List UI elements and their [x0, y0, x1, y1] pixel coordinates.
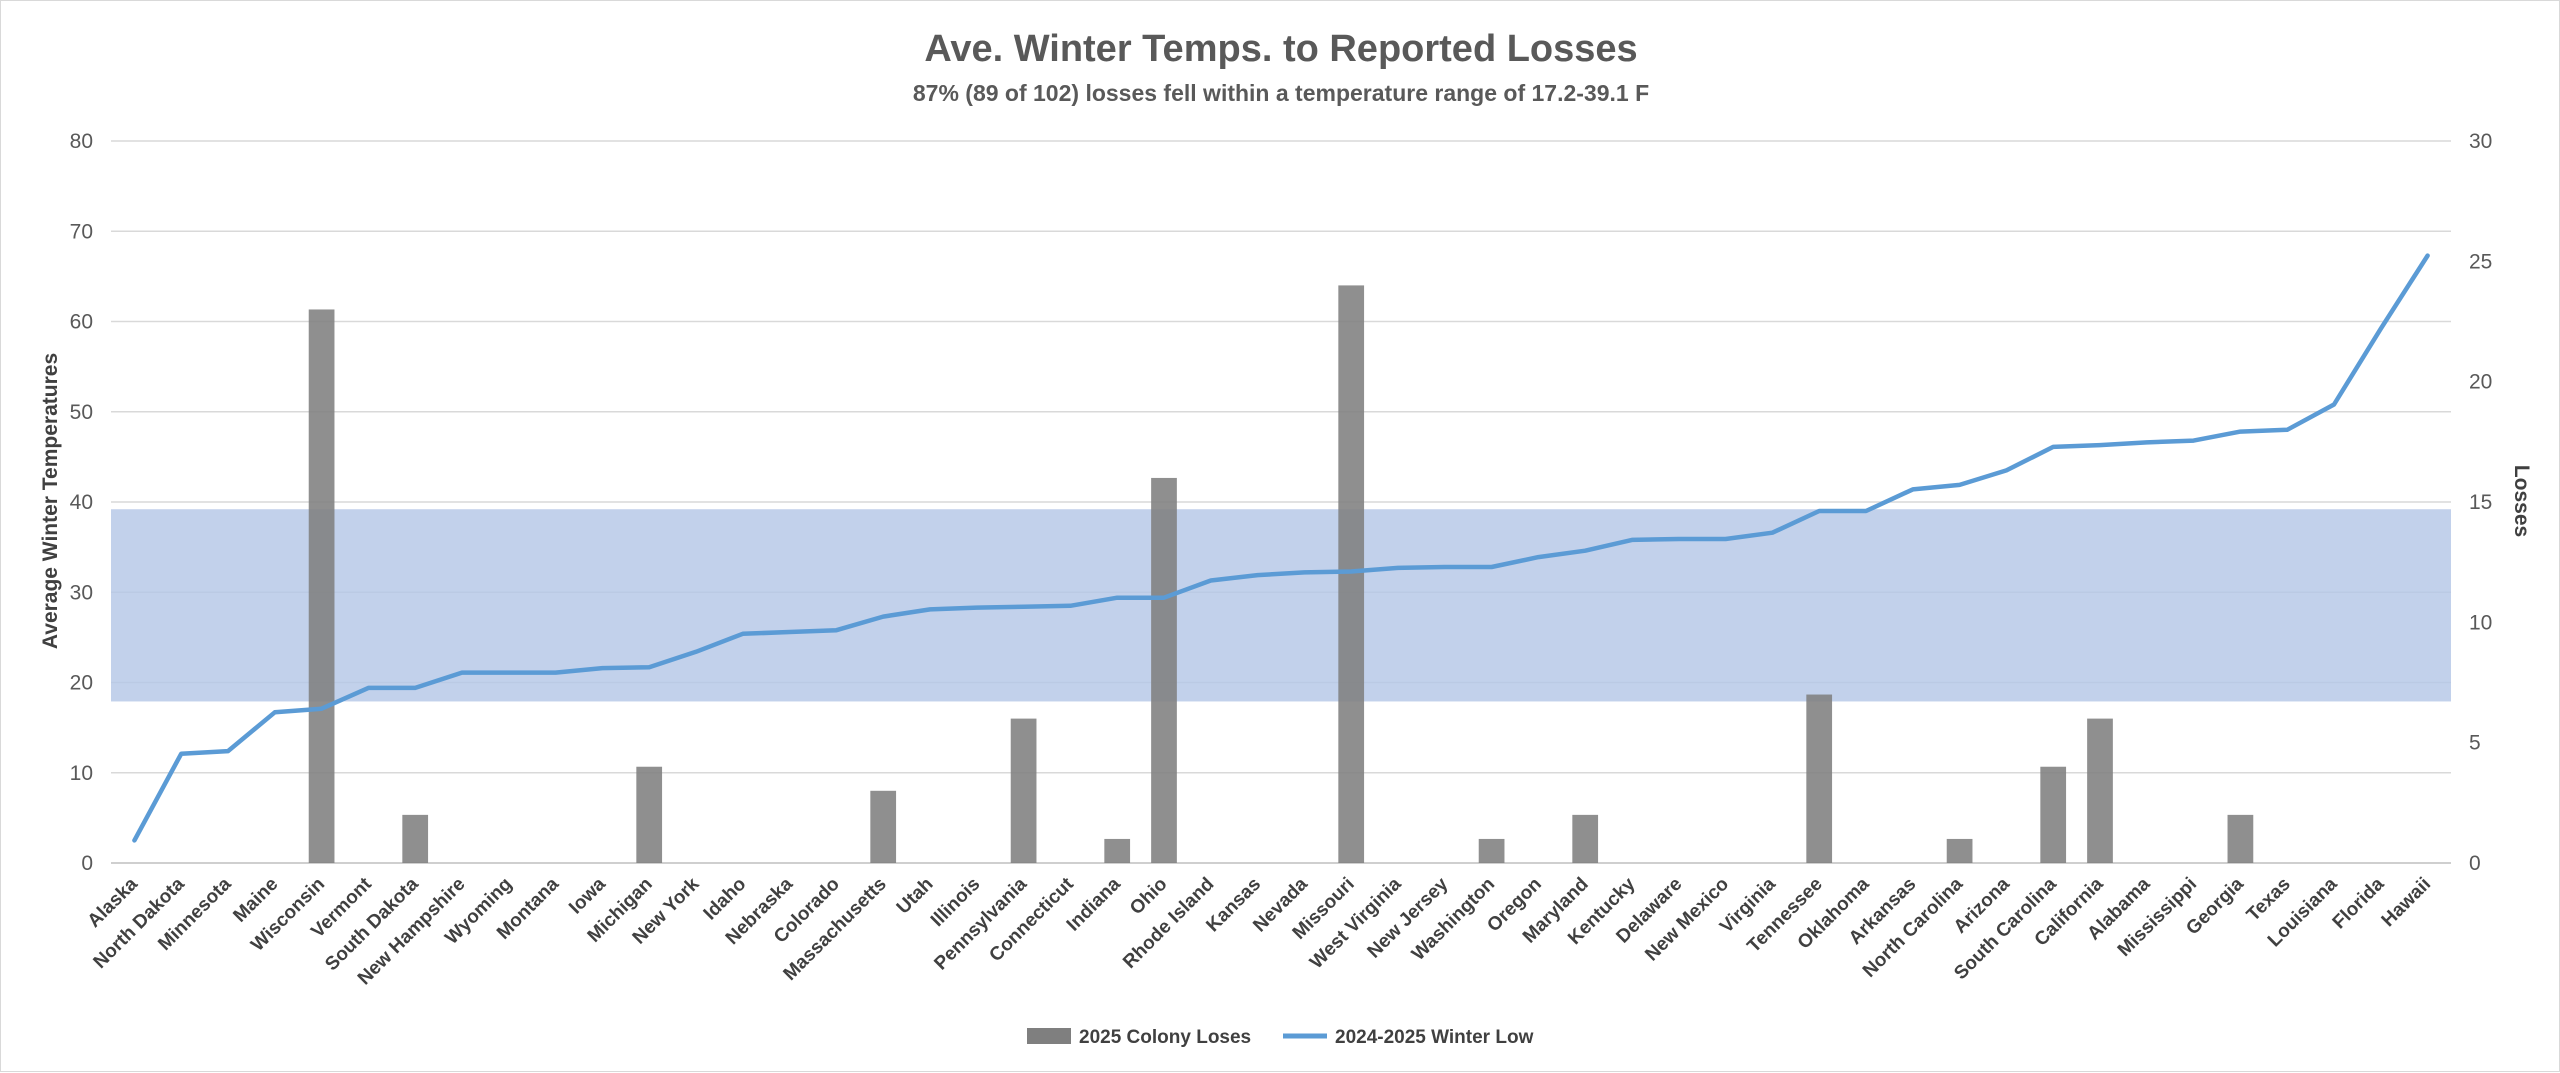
x-category-label: Indiana — [1063, 873, 1125, 935]
y2-tick-label: 20 — [2469, 371, 2492, 394]
y-tick-label: 0 — [81, 852, 93, 875]
y2-axis-title: Losses — [2510, 465, 2533, 537]
x-category-label: Florida — [2329, 873, 2389, 933]
y-tick-label: 40 — [70, 491, 93, 514]
loss-bar — [1478, 838, 1505, 863]
y2-tick-label: 0 — [2469, 852, 2481, 875]
temperature-band — [111, 509, 2451, 702]
y-tick-label: 50 — [70, 401, 93, 424]
chart-subtitle: 87% (89 of 102) losses fell within a tem… — [913, 80, 1649, 106]
y-tick-label: 70 — [70, 220, 93, 243]
y-tick-label: 20 — [70, 672, 93, 695]
loss-bar — [2087, 718, 2113, 863]
legend-bar-swatch — [1027, 1028, 1071, 1044]
y2-tick-label: 25 — [2469, 250, 2492, 273]
x-category-label: Hawaii — [2378, 874, 2435, 931]
loss-bar — [1104, 838, 1131, 863]
y-tick-label: 80 — [70, 130, 93, 153]
y-tick-label: 60 — [70, 311, 93, 334]
loss-bar — [402, 814, 429, 863]
loss-bar — [1010, 718, 1037, 863]
temperature-range-band — [111, 509, 2451, 702]
chart-title: Ave. Winter Temps. to Reported Losses — [924, 28, 1637, 70]
loss-bar — [636, 766, 663, 863]
loss-bar — [1572, 814, 1599, 863]
y2-tick-label: 10 — [2469, 611, 2492, 634]
y2-tick-label: 5 — [2469, 732, 2481, 755]
y2-tick-label: 30 — [2469, 130, 2492, 153]
y-tick-label: 30 — [70, 581, 93, 604]
loss-bar — [2227, 814, 2254, 863]
loss-bar — [1946, 838, 1973, 863]
loss-bars — [308, 285, 2254, 863]
loss-bar — [1338, 285, 1365, 863]
loss-bar — [308, 309, 335, 863]
legend: 2025 Colony Loses 2024-2025 Winter Low — [1027, 1027, 1534, 1048]
loss-bar — [1806, 694, 1833, 863]
loss-bar — [2040, 766, 2067, 863]
y-axis-title: Average Winter Temperatures — [39, 353, 62, 649]
legend-bar-label: 2025 Colony Loses — [1079, 1027, 1251, 1048]
loss-bar — [870, 790, 897, 863]
winter-low-line — [132, 253, 2430, 843]
winter-low-line-path — [132, 253, 2430, 843]
y-tick-label: 10 — [70, 762, 93, 785]
loss-bar — [1151, 477, 1177, 863]
y2-tick-label: 15 — [2469, 491, 2492, 514]
legend-line-label: 2024-2025 Winter Low — [1335, 1027, 1534, 1048]
